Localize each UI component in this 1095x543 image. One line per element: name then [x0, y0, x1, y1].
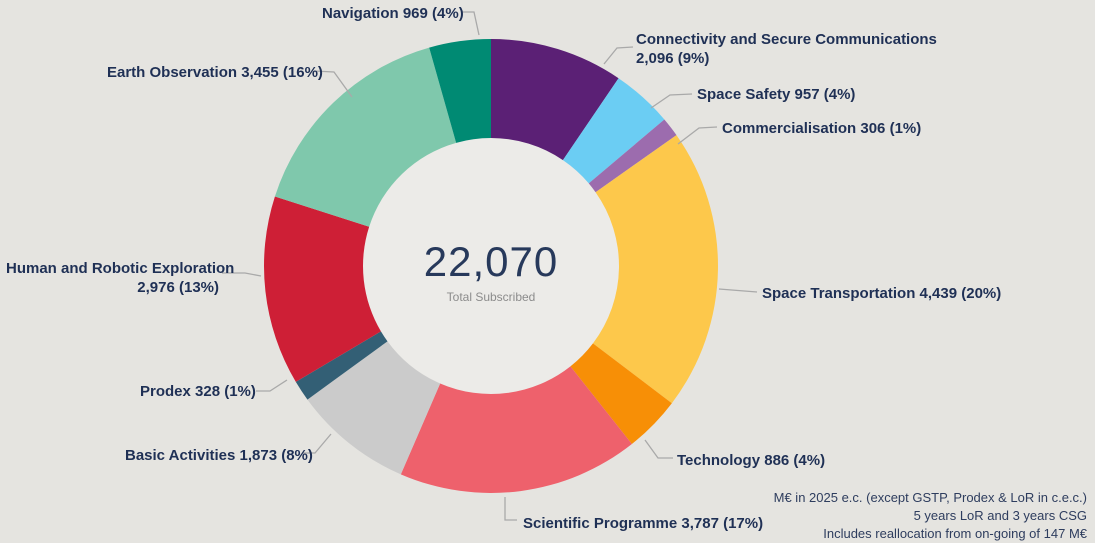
leader-lines: [222, 11, 758, 521]
slice-label-basic-activities: Basic Activities 1,873 (8%): [125, 446, 313, 465]
slice-label-text: Navigation 969 (4%): [322, 5, 464, 22]
slice-navigation[interactable]: [429, 39, 491, 143]
slice-label-human-robotic-exploration: Human and Robotic Exploration 2,976 (13%…: [6, 259, 235, 297]
slice-label-navigation: Navigation 969 (4%): [322, 4, 464, 23]
slice-label-value: 2,976 (13%): [137, 279, 219, 296]
leader-line-navigation: [461, 11, 480, 36]
slice-label-value: 2,096 (9%): [636, 50, 710, 67]
slice-label-text: Space Safety 957 (4%): [697, 86, 856, 103]
slice-label-text: Space Transportation 4,439 (20%): [762, 285, 1002, 302]
slice-label-scientific-programme: Scientific Programme 3,787 (17%): [523, 514, 763, 533]
leader-line-earth-observation: [313, 70, 353, 98]
slice-label-earth-observation: Earth Observation 3,455 (16%): [107, 63, 323, 82]
footnote-line: Includes reallocation from on-going of 1…: [823, 526, 1087, 541]
slice-label-text: Prodex 328 (1%): [140, 383, 256, 400]
leader-line-space-transportation: [718, 288, 758, 293]
slice-label-text: Scientific Programme 3,787 (17%): [523, 515, 764, 532]
leader-line-technology: [644, 439, 673, 459]
slice-label-space-transportation: Space Transportation 4,439 (20%): [762, 284, 1001, 303]
slice-label-text: Basic Activities 1,873 (8%): [125, 447, 313, 464]
leader-line-space-safety: [650, 93, 693, 109]
donut-center-block: 22,070 Total Subscribed: [371, 238, 611, 305]
leader-line-connectivity: [603, 46, 634, 65]
donut-slices: [264, 39, 718, 493]
slice-space-transportation[interactable]: [592, 135, 718, 404]
slice-connectivity[interactable]: [491, 39, 619, 161]
footnote-line: M€ in 2025 e.c. (except GSTP, Prodex & L…: [773, 490, 1087, 505]
slice-label-text: Technology 886 (4%): [677, 452, 826, 469]
slice-basic-activities[interactable]: [307, 341, 441, 475]
slice-label-text: Human and Robotic Exploration: [6, 260, 235, 277]
slice-label-prodex: Prodex 328 (1%): [140, 382, 256, 401]
slice-prodex[interactable]: [295, 331, 388, 400]
leader-line-prodex: [256, 379, 288, 392]
total-subscribed-value: 22,070: [423, 238, 559, 285]
slice-label-text: Earth Observation 3,455 (16%): [107, 64, 323, 81]
leader-line-scientific-programme: [504, 497, 517, 521]
slice-label-text: Connectivity and Secure Communications: [636, 31, 937, 48]
leader-line-basic-activities: [303, 433, 332, 454]
slice-commercialisation[interactable]: [588, 119, 677, 193]
slice-label-text: Commercialisation 306 (1%): [722, 120, 922, 137]
slice-label-technology: Technology 886 (4%): [677, 451, 825, 470]
total-subscribed-label: Total Subscribed: [446, 290, 536, 304]
slice-label-connectivity: Connectivity and Secure Communications 2…: [636, 30, 937, 68]
slice-space-safety[interactable]: [562, 78, 665, 184]
slice-scientific-programme[interactable]: [400, 366, 632, 493]
slice-label-commercialisation: Commercialisation 306 (1%): [722, 119, 921, 138]
donut-hole: [363, 138, 619, 394]
slice-earth-observation[interactable]: [274, 47, 457, 227]
leader-line-human-robotic-exploration: [222, 272, 262, 277]
slice-human-robotic-exploration[interactable]: [264, 196, 381, 382]
footnotes: M€ in 2025 e.c. (except GSTP, Prodex & L…: [774, 489, 1087, 543]
leader-line-commercialisation: [677, 126, 718, 145]
slice-technology[interactable]: [570, 343, 672, 444]
footnote-line: 5 years LoR and 3 years CSG: [913, 508, 1087, 523]
slice-label-space-safety: Space Safety 957 (4%): [697, 85, 855, 104]
